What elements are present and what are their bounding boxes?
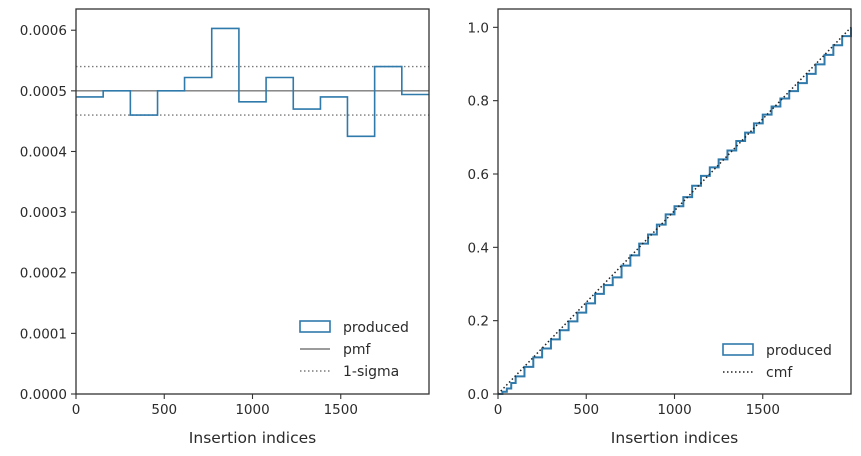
cumulative-panel: 0 500 1000 1500 0.0 0.2 0.4 0.6 0.8 1.0 Insertion … [468, 8, 852, 447]
x-tick-label: 1000 [657, 402, 691, 418]
x-axis-label: Insertion indices [189, 429, 316, 447]
axes-frame [497, 8, 852, 395]
x-tick-label: 1000 [235, 402, 269, 418]
y-tick-label: 0.0000 [20, 387, 67, 403]
legend-label-1-sigma: 1-sigma [343, 364, 399, 380]
x-tick-label: 500 [573, 402, 599, 418]
legend-produced-swatch [299, 320, 331, 333]
legend-produced-swatch [722, 343, 754, 356]
x-axis-label: Insertion indices [611, 429, 738, 447]
y-tick-label: 0.8 [468, 94, 489, 110]
y-tick-label: 0.2 [468, 314, 489, 330]
y-tick-label: 0.0005 [20, 84, 67, 100]
cmf-line [497, 26, 852, 395]
x-tick-label: 0 [494, 402, 503, 418]
histogram-step-produced [76, 27, 429, 138]
y-tick-label: 0.6 [468, 167, 489, 183]
y-tick-label: 1.0 [468, 20, 489, 36]
y-tick-label: 0.0001 [20, 326, 67, 342]
y-tick-label: 0.0002 [20, 266, 67, 282]
x-tick-label: 500 [151, 402, 177, 418]
x-tick-label: 1500 [324, 402, 358, 418]
y-tick-label: 0.0 [468, 387, 489, 403]
y-tick-label: 0.0003 [20, 205, 67, 221]
y-tick-label: 0.4 [468, 240, 489, 256]
legend-label-produced: produced [343, 320, 409, 336]
y-tick-label: 0.0004 [20, 144, 67, 160]
y-tick-label: 0.0006 [20, 23, 67, 39]
x-tick-label: 0 [72, 402, 81, 418]
legend-label-produced: produced [766, 343, 832, 359]
x-tick-label: 1500 [746, 402, 780, 418]
histogram-panel: 0 500 1000 1500 0.0000 0.0001 0.0002 0.0003 0.00… [20, 8, 430, 447]
legend-label-pmf: pmf [343, 342, 372, 358]
legend-label-cmf: cmf [766, 365, 793, 381]
